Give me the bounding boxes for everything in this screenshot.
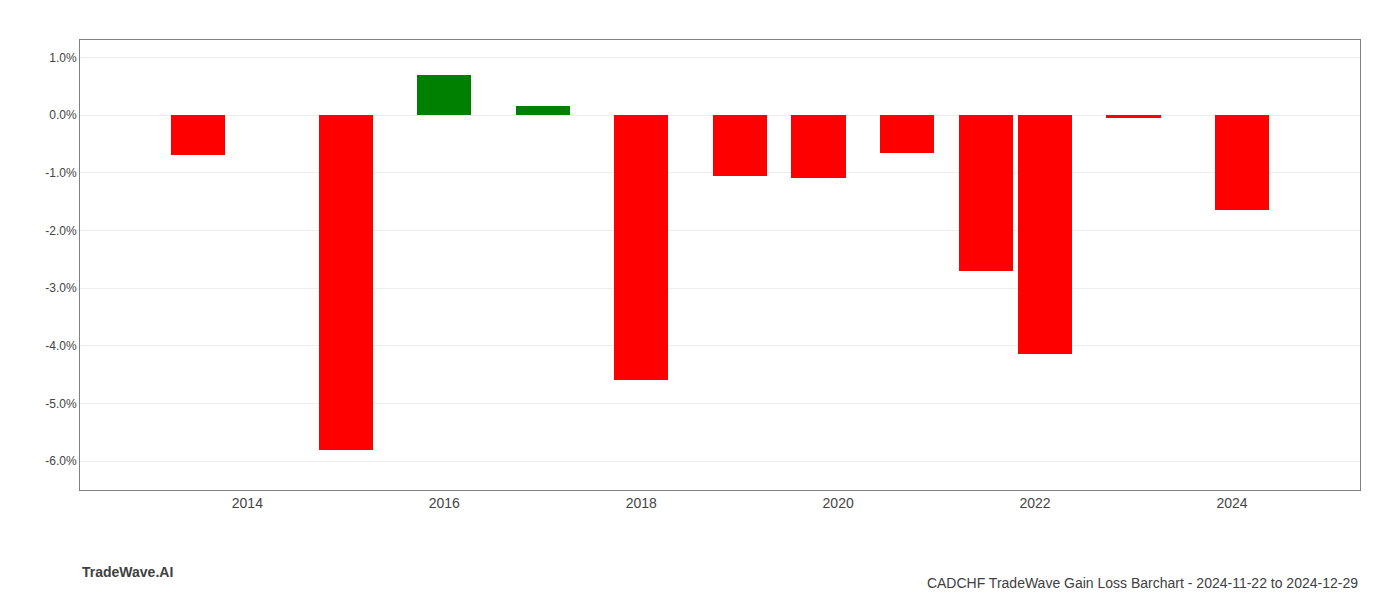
svg-text:2022: 2022 (1020, 495, 1051, 511)
svg-text:TradeWave.AI: TradeWave.AI (82, 564, 173, 580)
svg-text:-2.0%: -2.0% (45, 224, 77, 238)
svg-text:1.0%: 1.0% (49, 51, 77, 65)
svg-text:2018: 2018 (626, 495, 657, 511)
svg-text:-4.0%: -4.0% (45, 339, 77, 353)
svg-text:-3.0%: -3.0% (45, 281, 77, 295)
svg-text:-5.0%: -5.0% (45, 397, 77, 411)
svg-text:-6.0%: -6.0% (45, 454, 77, 468)
svg-text:2024: 2024 (1216, 495, 1247, 511)
svg-text:2014: 2014 (232, 495, 263, 511)
svg-text:2020: 2020 (823, 495, 854, 511)
svg-text:0.0%: 0.0% (49, 108, 77, 122)
svg-text:-1.0%: -1.0% (45, 166, 77, 180)
svg-text:CADCHF TradeWave Gain Loss Bar: CADCHF TradeWave Gain Loss Barchart - 20… (927, 575, 1358, 591)
svg-text:2016: 2016 (429, 495, 460, 511)
